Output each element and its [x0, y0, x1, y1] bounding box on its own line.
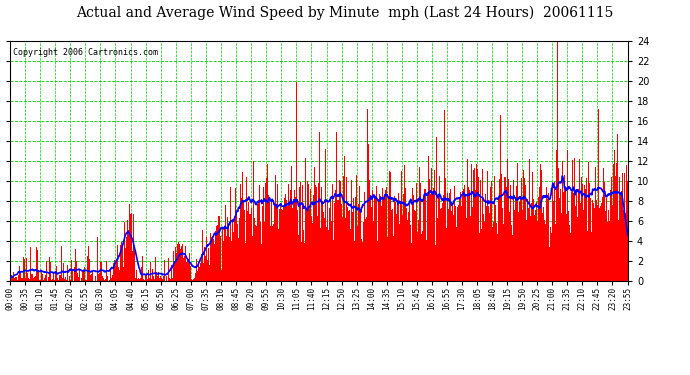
Text: Actual and Average Wind Speed by Minute  mph (Last 24 Hours)  20061115: Actual and Average Wind Speed by Minute …: [77, 6, 613, 20]
Text: Copyright 2006 Cartronics.com: Copyright 2006 Cartronics.com: [13, 48, 159, 57]
